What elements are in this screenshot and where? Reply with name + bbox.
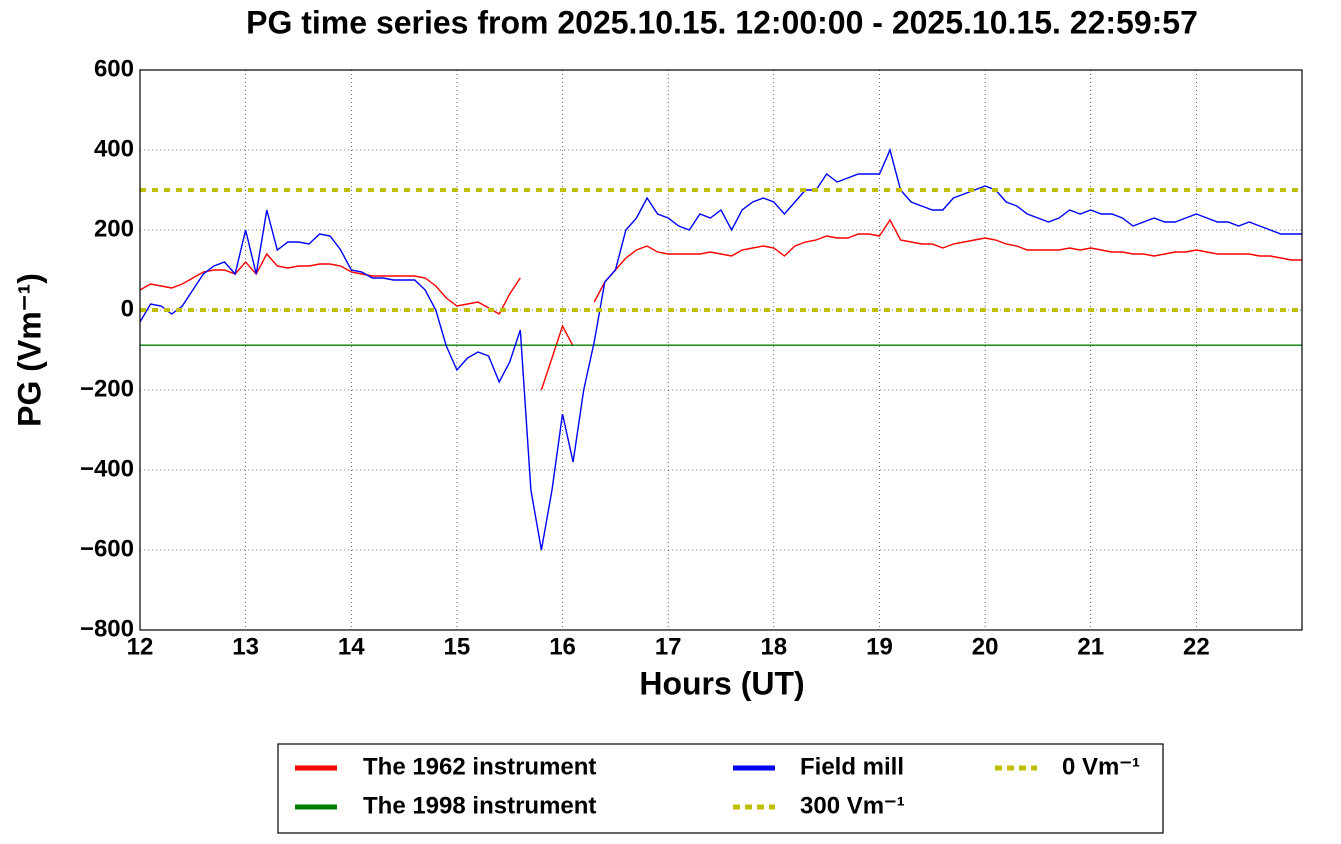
- x-tick-label: 17: [655, 633, 682, 660]
- y-tick-label: −400: [80, 455, 134, 482]
- x-tick-label: 19: [866, 633, 893, 660]
- x-tick-label: 18: [760, 633, 787, 660]
- legend-box: [277, 743, 1164, 834]
- y-tick-label: 200: [94, 215, 134, 242]
- x-axis-label: Hours (UT): [639, 665, 804, 701]
- x-tick-label: 12: [127, 633, 154, 660]
- y-tick-label: −200: [80, 375, 134, 402]
- x-tick-label: 20: [972, 633, 999, 660]
- y-tick-label: −600: [80, 535, 134, 562]
- x-tick-label: 13: [232, 633, 259, 660]
- legend-label: Field mill: [800, 753, 904, 780]
- series-line: [139, 252, 521, 315]
- plot-frame: [139, 69, 1303, 631]
- x-tick-label: 14: [338, 633, 365, 660]
- series-line: [593, 218, 1302, 303]
- y-axis-label: PG (Vm⁻¹): [11, 273, 47, 427]
- series-line: [139, 147, 1302, 551]
- legend-label: The 1962 instrument: [363, 753, 596, 780]
- x-tick-label: 16: [549, 633, 576, 660]
- y-tick-label: −800: [80, 615, 134, 642]
- legend-label: 300 Vm⁻¹: [800, 792, 905, 819]
- x-tick-label: 22: [1183, 633, 1210, 660]
- y-tick-label: 400: [94, 135, 134, 162]
- legend-label: The 1998 instrument: [363, 792, 596, 819]
- x-tick-label: 21: [1077, 633, 1104, 660]
- chart-title: PG time series from 2025.10.15. 12:00:00…: [246, 4, 1198, 40]
- y-tick-label: 0: [121, 295, 134, 322]
- y-tick-label: 600: [94, 55, 134, 82]
- legend-label: 0 Vm⁻¹: [1062, 753, 1140, 780]
- series-line: [540, 324, 574, 391]
- x-tick-label: 15: [444, 633, 471, 660]
